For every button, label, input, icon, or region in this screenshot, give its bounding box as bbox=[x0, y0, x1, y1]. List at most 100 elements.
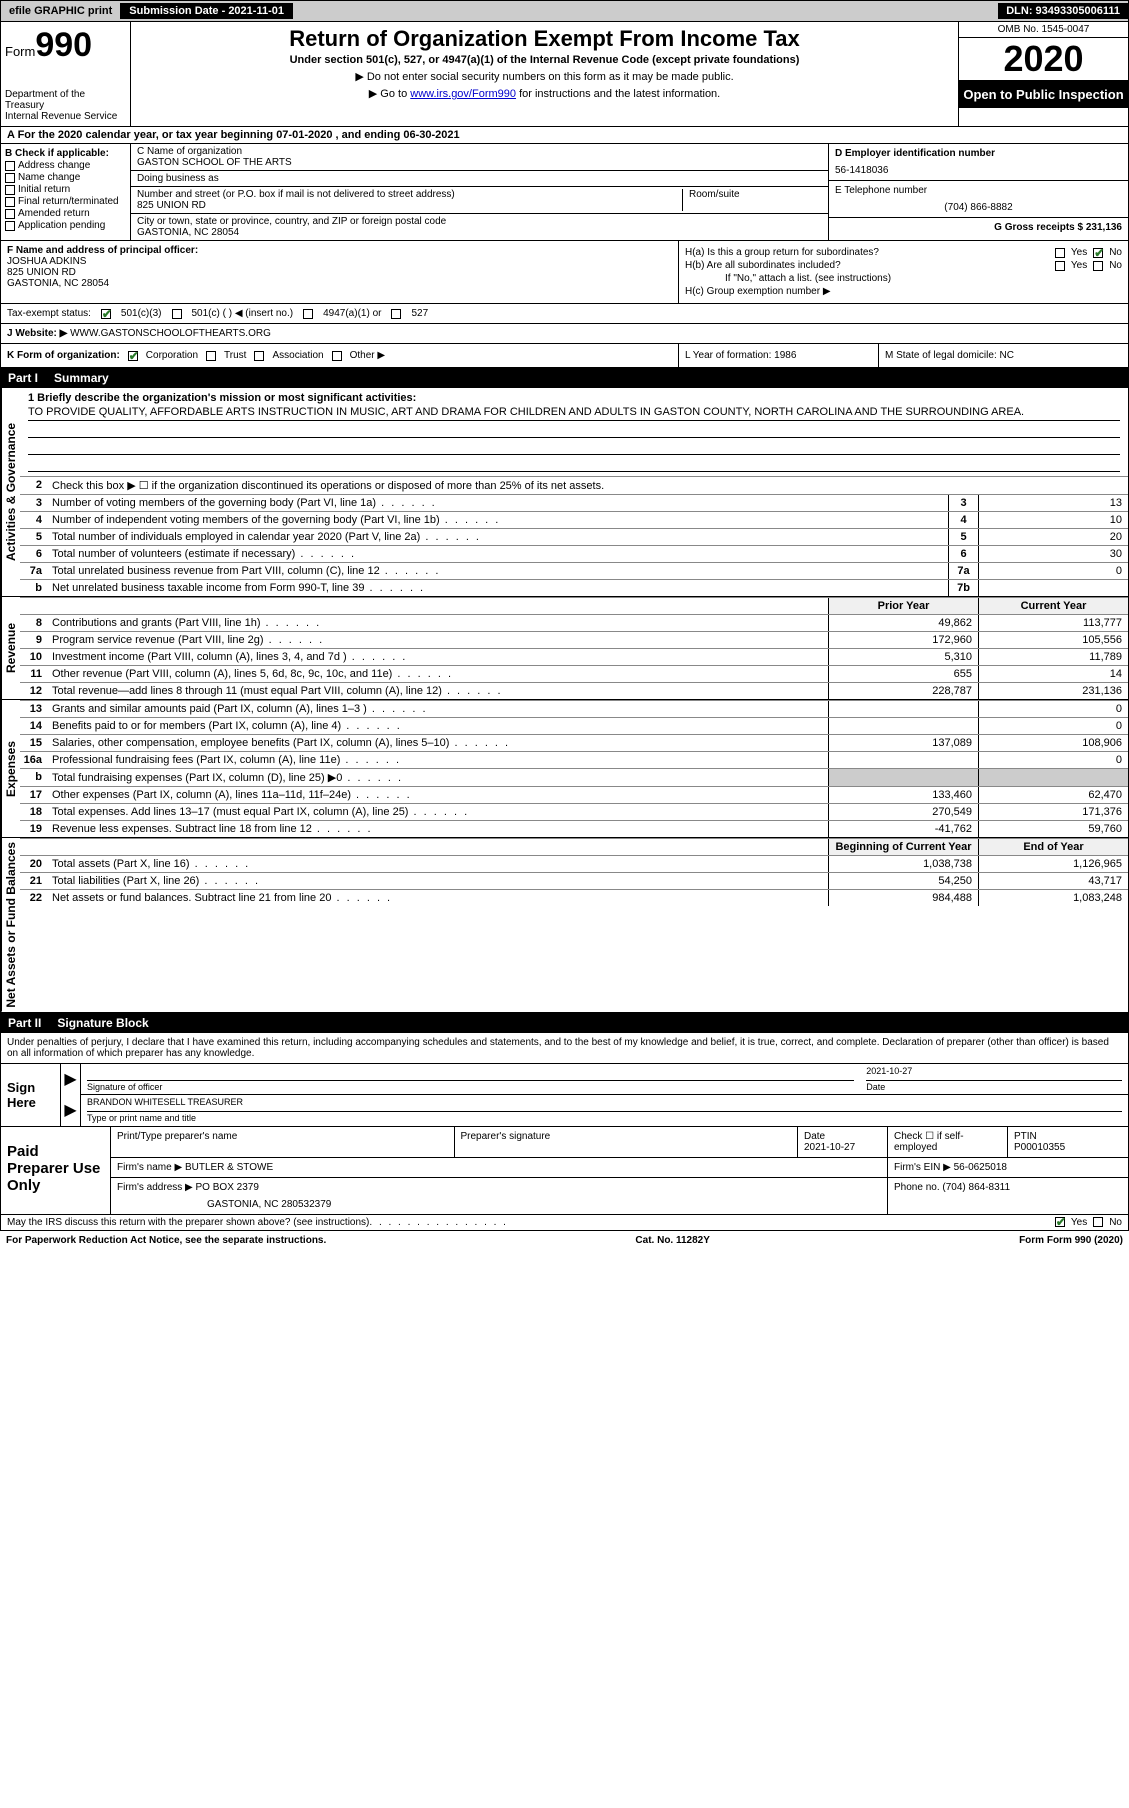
prior-val bbox=[828, 701, 978, 717]
check-app-pending[interactable]: Application pending bbox=[5, 220, 126, 231]
table-row: 11 Other revenue (Part VIII, column (A),… bbox=[20, 665, 1128, 682]
check-initial-return[interactable]: Initial return bbox=[5, 184, 126, 195]
gross-receipts: G Gross receipts $ 231,136 bbox=[835, 222, 1122, 233]
rev-content: Prior Year Current Year 8 Contributions … bbox=[20, 597, 1128, 699]
side-governance: Activities & Governance bbox=[1, 388, 20, 596]
ptin-value: P00010355 bbox=[1014, 1142, 1122, 1153]
line-val: 10 bbox=[978, 512, 1128, 528]
line-num: 19 bbox=[20, 821, 48, 837]
form-header: Form990 Department of the Treasury Inter… bbox=[0, 22, 1129, 127]
checkbox-yes[interactable] bbox=[1055, 1217, 1065, 1227]
table-row: 6 Total number of volunteers (estimate i… bbox=[20, 545, 1128, 562]
table-row: 10 Investment income (Part VIII, column … bbox=[20, 648, 1128, 665]
checkbox-checked-icon[interactable] bbox=[1093, 248, 1103, 258]
signature-intro: Under penalties of perjury, I declare th… bbox=[0, 1033, 1129, 1064]
current-val: 11,789 bbox=[978, 649, 1128, 665]
line-desc: Total number of individuals employed in … bbox=[48, 529, 948, 545]
check-amended[interactable]: Amended return bbox=[5, 208, 126, 219]
prior-val: -41,762 bbox=[828, 821, 978, 837]
prep-row3: Firm's address ▶ PO BOX 2379 GASTONIA, N… bbox=[111, 1178, 1128, 1214]
checkbox-trust[interactable] bbox=[206, 351, 216, 361]
check-address-change[interactable]: Address change bbox=[5, 160, 126, 171]
line-num: 22 bbox=[20, 890, 48, 906]
box-k: K Form of organization: Corporation Trus… bbox=[1, 344, 678, 367]
date-label: Date bbox=[866, 1080, 1122, 1092]
checkbox-527[interactable] bbox=[391, 309, 401, 319]
row-a-text: A For the 2020 calendar year, or tax yea… bbox=[7, 129, 460, 141]
irs-link[interactable]: www.irs.gov/Form990 bbox=[410, 88, 516, 100]
form-org-label: K Form of organization: bbox=[7, 350, 120, 361]
line-desc: Other expenses (Part IX, column (A), lin… bbox=[48, 787, 828, 803]
note2-suffix: for instructions and the latest informat… bbox=[516, 88, 720, 100]
table-row: 8 Contributions and grants (Part VIII, l… bbox=[20, 614, 1128, 631]
table-row: 7a Total unrelated business revenue from… bbox=[20, 562, 1128, 579]
note-ssn: ▶ Do not enter social security numbers o… bbox=[139, 70, 950, 83]
table-row: 5 Total number of individuals employed i… bbox=[20, 528, 1128, 545]
col-begin-year: Beginning of Current Year bbox=[828, 839, 978, 855]
checkbox-corp[interactable] bbox=[128, 351, 138, 361]
checkbox-assoc[interactable] bbox=[254, 351, 264, 361]
tax-year: 2020 bbox=[959, 38, 1128, 81]
check-name-change[interactable]: Name change bbox=[5, 172, 126, 183]
table-row: 17 Other expenses (Part IX, column (A), … bbox=[20, 786, 1128, 803]
trust-label: Trust bbox=[224, 350, 246, 361]
line-desc: Total unrelated business revenue from Pa… bbox=[48, 563, 948, 579]
form-subtitle: Under section 501(c), 527, or 4947(a)(1)… bbox=[139, 54, 950, 66]
row-a-period: A For the 2020 calendar year, or tax yea… bbox=[0, 127, 1129, 144]
prior-val: 172,960 bbox=[828, 632, 978, 648]
paid-preparer-label: Paid Preparer Use Only bbox=[1, 1127, 111, 1214]
form-title: Return of Organization Exempt From Incom… bbox=[139, 26, 950, 52]
form-ref: Form Form 990 (2020) bbox=[1019, 1235, 1123, 1246]
checkbox-501c3[interactable] bbox=[101, 309, 111, 319]
page-footer: For Paperwork Reduction Act Notice, see … bbox=[0, 1231, 1129, 1250]
line-desc: Total revenue—add lines 8 through 11 (mu… bbox=[48, 683, 828, 699]
checkbox-501c[interactable] bbox=[172, 309, 182, 319]
line-val bbox=[978, 580, 1128, 596]
part2-title: Signature Block bbox=[57, 1016, 148, 1030]
hc-label: H(c) Group exemption number ▶ bbox=[685, 286, 831, 297]
prior-val: 270,549 bbox=[828, 804, 978, 820]
mission-blank bbox=[28, 421, 1120, 438]
revenue-section: Revenue Prior Year Current Year 8 Contri… bbox=[1, 597, 1128, 700]
check-label: Address change bbox=[18, 160, 90, 171]
prep-row2: Firm's name ▶ BUTLER & STOWE Firm's EIN … bbox=[111, 1158, 1128, 1178]
checkbox-icon[interactable] bbox=[1055, 261, 1065, 271]
line-num: 11 bbox=[20, 666, 48, 682]
hb-yesno: Yes No bbox=[1055, 260, 1122, 271]
line2-desc: Check this box ▶ ☐ if the organization d… bbox=[48, 477, 1128, 494]
section-bcdeg: B Check if applicable: Address change Na… bbox=[0, 144, 1129, 241]
side-expenses: Expenses bbox=[1, 700, 20, 837]
prior-val: 133,460 bbox=[828, 787, 978, 803]
box-e: E Telephone number (704) 866-8882 bbox=[829, 181, 1128, 218]
current-val: 231,136 bbox=[978, 683, 1128, 699]
check-final-return[interactable]: Final return/terminated bbox=[5, 196, 126, 207]
col-prior-year: Prior Year bbox=[828, 598, 978, 614]
yes-label: Yes bbox=[1071, 1217, 1087, 1228]
box-l: L Year of formation: 1986 bbox=[678, 344, 878, 367]
sig-fields: Signature of officer 2021-10-27 Date BRA… bbox=[81, 1064, 1128, 1126]
checkbox-4947[interactable] bbox=[303, 309, 313, 319]
501c-other-label: 501(c) ( ) ◀ (insert no.) bbox=[192, 308, 294, 319]
checkbox-no[interactable] bbox=[1093, 1217, 1103, 1227]
line-desc: Number of independent voting members of … bbox=[48, 512, 948, 528]
note-link: ▶ Go to www.irs.gov/Form990 for instruct… bbox=[139, 87, 950, 100]
firm-ein-label: Firm's EIN ▶ bbox=[894, 1162, 951, 1173]
line-desc: Other revenue (Part VIII, column (A), li… bbox=[48, 666, 828, 682]
prep-date-cell: Date 2021-10-27 bbox=[798, 1127, 888, 1157]
line-desc: Revenue less expenses. Subtract line 18 … bbox=[48, 821, 828, 837]
line-box: 7b bbox=[948, 580, 978, 596]
checkbox-icon[interactable] bbox=[1093, 261, 1103, 271]
checkbox-other[interactable] bbox=[332, 351, 342, 361]
firm-phone-label: Phone no. bbox=[894, 1182, 940, 1193]
submission-date: Submission Date - 2021-11-01 bbox=[121, 3, 293, 19]
checkbox-icon bbox=[5, 209, 15, 219]
yes-label: Yes bbox=[1071, 260, 1087, 271]
sign-here-label: Sign Here bbox=[1, 1064, 61, 1126]
table-row: 21 Total liabilities (Part X, line 26) 5… bbox=[20, 872, 1128, 889]
checkbox-icon bbox=[5, 185, 15, 195]
efile-label[interactable]: efile GRAPHIC print bbox=[1, 3, 121, 19]
table-row: 13 Grants and similar amounts paid (Part… bbox=[20, 700, 1128, 717]
checkbox-icon[interactable] bbox=[1055, 248, 1065, 258]
ein-label: D Employer identification number bbox=[835, 148, 1122, 159]
officer-addr2: GASTONIA, NC 28054 bbox=[7, 278, 672, 289]
